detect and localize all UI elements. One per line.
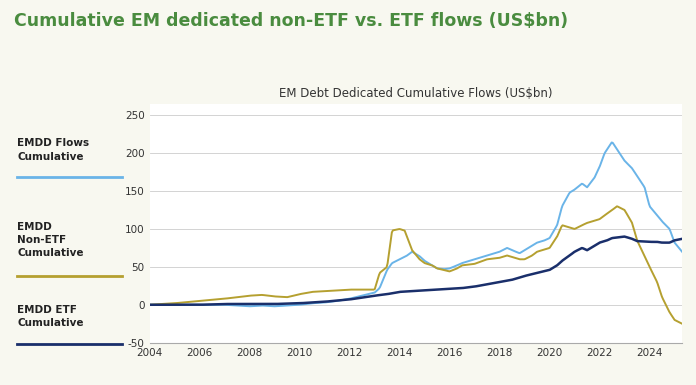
Title: EM Debt Dedicated Cumulative Flows (US$bn): EM Debt Dedicated Cumulative Flows (US$b…	[279, 87, 553, 100]
Text: Cumulative EM dedicated non-ETF vs. ETF flows (US$bn): Cumulative EM dedicated non-ETF vs. ETF …	[14, 12, 568, 30]
Text: EMDD
Non-ETF
Cumulative: EMDD Non-ETF Cumulative	[17, 222, 84, 258]
Text: EMDD ETF
Cumulative: EMDD ETF Cumulative	[17, 305, 84, 328]
Text: EMDD Flows
Cumulative: EMDD Flows Cumulative	[17, 139, 90, 162]
